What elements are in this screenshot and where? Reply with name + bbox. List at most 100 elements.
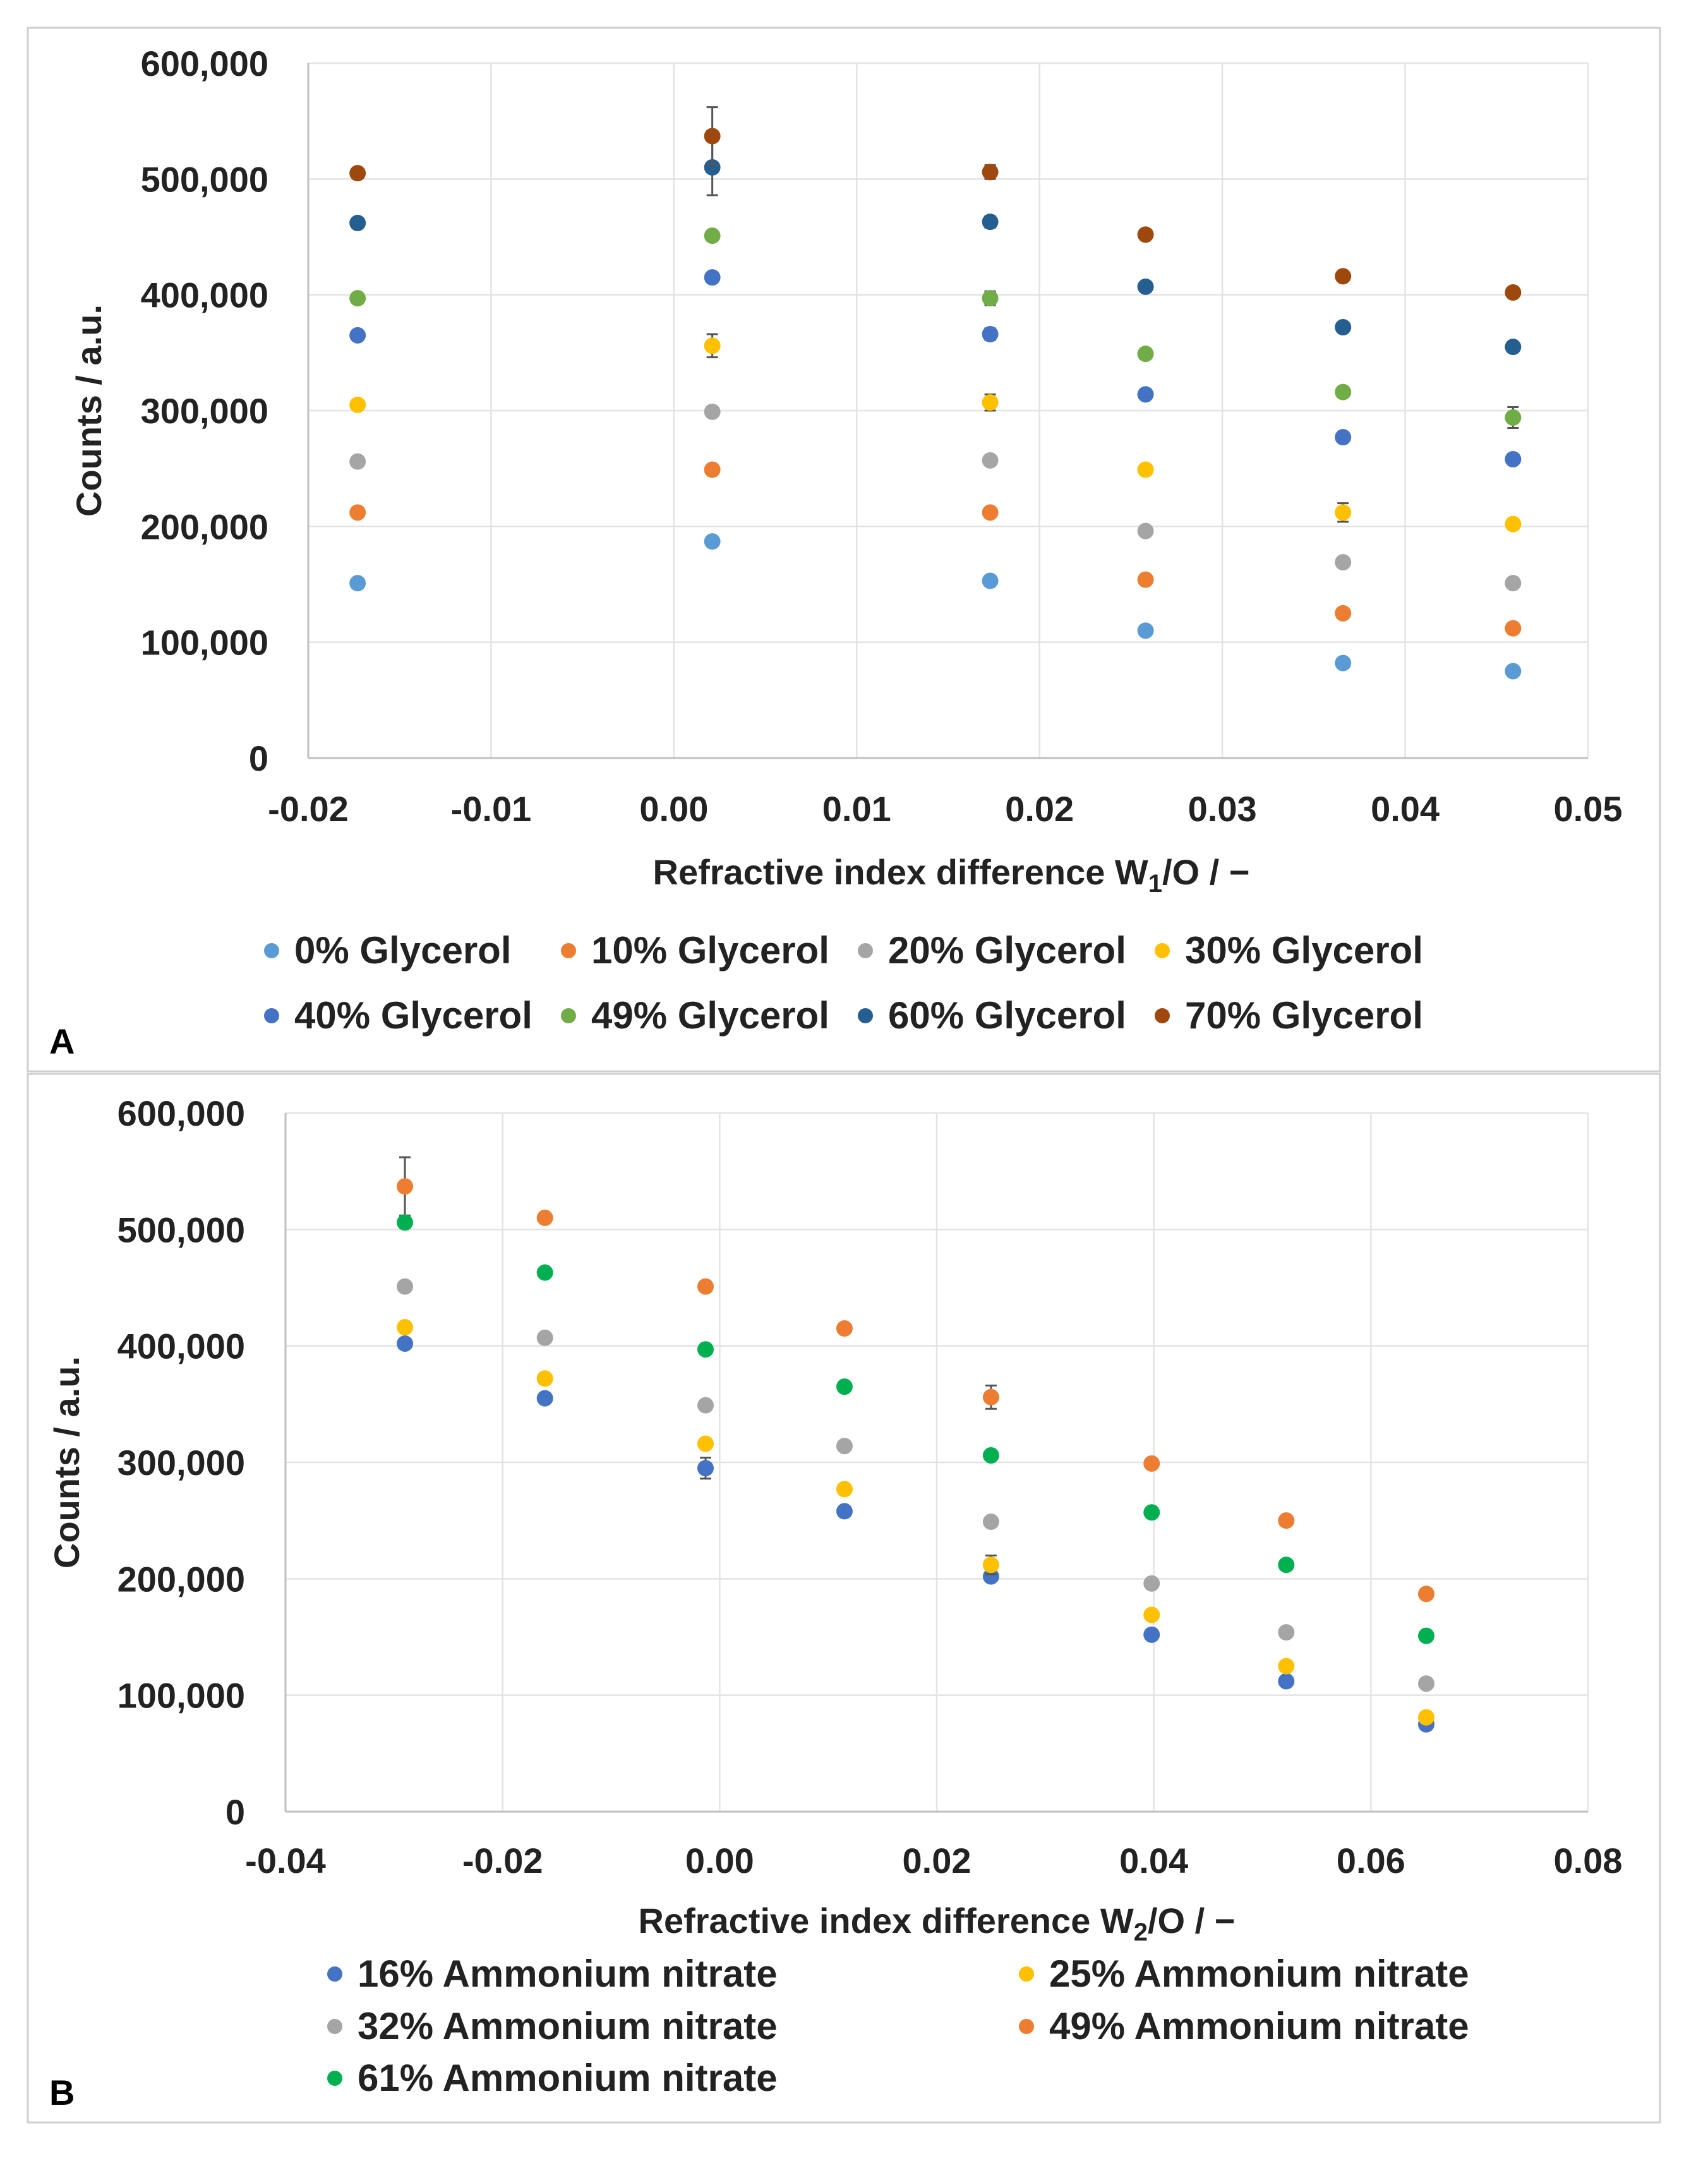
a-data-point (349, 396, 366, 413)
b-data-point (1417, 1586, 1434, 1603)
b-y-tick-label: 500,000 (117, 1210, 245, 1249)
b-x-tick-label: 0.00 (685, 1841, 754, 1881)
b-data-point (836, 1481, 853, 1498)
a-y-tick-label: 500,000 (141, 159, 268, 199)
a-data-point (1505, 620, 1522, 637)
a-legend-label: 10% Glycerol (591, 929, 829, 972)
a-data-point (349, 453, 366, 470)
b-data-point (397, 1278, 414, 1295)
b-legend-marker (327, 2071, 342, 2086)
b-data-point (536, 1370, 553, 1387)
a-legend-label: 40% Glycerol (294, 994, 532, 1037)
b-data-point (836, 1438, 853, 1455)
panel-a: 0 100,000 200,000 300,000 400,000 500,000 600,… (49, 44, 1623, 1061)
b-x-tick-label: 0.08 (1554, 1841, 1623, 1881)
a-legend-marker (561, 943, 576, 958)
a-y-tick-label: 300,000 (141, 391, 268, 431)
a-legend-label: 70% Glycerol (1185, 994, 1423, 1037)
a-data-point (349, 575, 366, 592)
a-y-tick-label: 200,000 (141, 507, 268, 546)
a-data-point (1137, 278, 1154, 295)
b-legend-label: 32% Ammonium nitrate (358, 2005, 778, 2047)
a-data-point (349, 165, 366, 182)
a-data-point (982, 290, 999, 307)
a-data-point (349, 327, 366, 344)
a-data-point (1137, 461, 1154, 478)
b-data-point (1278, 1556, 1295, 1574)
a-legend-marker (858, 1008, 873, 1023)
b-data-point (1278, 1624, 1295, 1641)
b-x-tick-label: -0.02 (462, 1841, 543, 1881)
a-legend-marker (561, 1008, 576, 1023)
a-data-point (982, 572, 999, 589)
b-data-point (697, 1435, 714, 1452)
a-x-tick-label: 0.02 (1005, 789, 1074, 829)
a-y-tick-label: 600,000 (141, 44, 268, 83)
b-x-axis-title-main: Refractive index difference W (639, 1901, 1134, 1941)
a-data-point (704, 403, 721, 420)
a-x-axis-title: Refractive index difference W1/O / − (653, 852, 1250, 898)
a-y-tick-label: 400,000 (141, 275, 268, 315)
b-y-tick-label: 400,000 (117, 1327, 245, 1366)
b-data-point (982, 1514, 999, 1531)
b-data-point (982, 1556, 999, 1574)
a-x-tick-label: -0.01 (451, 789, 532, 829)
a-data-point (1505, 409, 1522, 426)
a-legend-label: 49% Glycerol (591, 994, 829, 1037)
a-x-tick-label: 0.00 (639, 789, 708, 829)
panel-b: 0 100,000 200,000 300,000 400,000 500,000 600,… (47, 1093, 1623, 2112)
panel-a-frame (27, 27, 1661, 1073)
b-legend-marker (327, 2019, 342, 2034)
b-data-point (836, 1320, 853, 1337)
a-data-point (704, 533, 721, 550)
b-data-point (1417, 1675, 1434, 1692)
b-y-tick-label: 0 (226, 1792, 245, 1832)
a-data-point (1335, 319, 1352, 335)
b-y-tick-label: 600,000 (117, 1093, 245, 1133)
a-data-point (349, 215, 366, 231)
a-legend-marker (264, 943, 279, 958)
a-data-point (1335, 383, 1352, 400)
b-data-point (836, 1503, 853, 1520)
a-data-point (1505, 451, 1522, 467)
b-data-point (536, 1264, 553, 1281)
a-data-point (349, 290, 366, 307)
b-x-axis-title: Refractive index difference W2/O / − (639, 1901, 1236, 1946)
a-data-point (982, 214, 999, 231)
a-data-point (1137, 346, 1154, 363)
a-legend-marker (1155, 943, 1170, 958)
a-data-point (704, 227, 721, 244)
a-y-tick-label: 0 (249, 738, 268, 778)
b-data-point (1143, 1575, 1160, 1592)
a-data-point (1505, 339, 1522, 356)
a-data-point (1335, 268, 1352, 285)
b-data-point (982, 1568, 999, 1585)
a-x-tick-label: 0.03 (1188, 789, 1257, 829)
b-data-point (697, 1397, 714, 1414)
a-data-point (1335, 605, 1352, 622)
a-panel-label: A (49, 1021, 75, 1061)
a-data-point (1505, 284, 1522, 301)
a-data-point (1505, 515, 1522, 533)
a-x-axis-title-subscript: 1 (1148, 870, 1162, 898)
b-data-point (1278, 1512, 1295, 1529)
b-data-point (697, 1278, 714, 1295)
a-x-tick-label: -0.02 (268, 789, 349, 829)
b-data-point (1278, 1673, 1295, 1690)
a-legend-marker (1155, 1008, 1170, 1023)
a-data-point (1335, 554, 1352, 571)
b-data-point (397, 1178, 414, 1195)
a-data-point (1335, 654, 1352, 671)
a-data-point (704, 128, 721, 145)
b-x-axis-title-tail: /O / − (1148, 1901, 1236, 1941)
a-data-point (1335, 429, 1352, 446)
a-x-axis-title-main: Refractive index difference W (653, 852, 1148, 892)
a-data-point (1137, 622, 1154, 639)
b-x-tick-label: 0.04 (1119, 1841, 1188, 1881)
a-legend-marker (264, 1008, 279, 1023)
b-y-tick-label: 200,000 (117, 1559, 245, 1599)
b-data-point (836, 1378, 853, 1395)
b-data-point (536, 1329, 553, 1346)
b-y-tick-label: 100,000 (117, 1676, 245, 1716)
